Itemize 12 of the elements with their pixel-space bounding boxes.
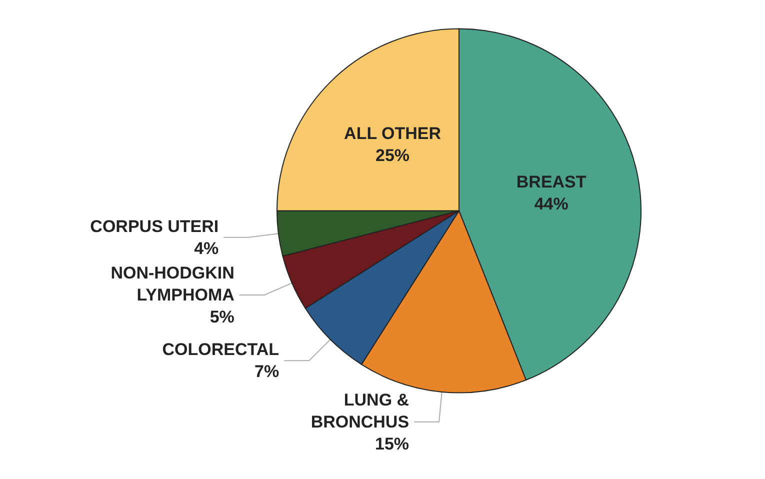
data-label: 25% bbox=[376, 146, 410, 165]
slice-label: COLORECTAL bbox=[162, 340, 280, 360]
slice-label: CORPUS UTERI bbox=[90, 216, 219, 236]
slice-label: LUNG & BRONCHUS bbox=[310, 390, 410, 432]
data-label: 4% bbox=[194, 238, 219, 258]
data-label: 5% bbox=[210, 307, 234, 326]
slice-label: BREAST bbox=[516, 172, 587, 192]
data-label: 15% bbox=[375, 434, 410, 454]
data-label: 44% bbox=[534, 194, 568, 214]
slice-label: NON-HODGKIN LYMPHOMA bbox=[110, 263, 234, 304]
slice-label: ALL OTHER bbox=[344, 124, 442, 143]
data-label: 7% bbox=[254, 362, 280, 382]
